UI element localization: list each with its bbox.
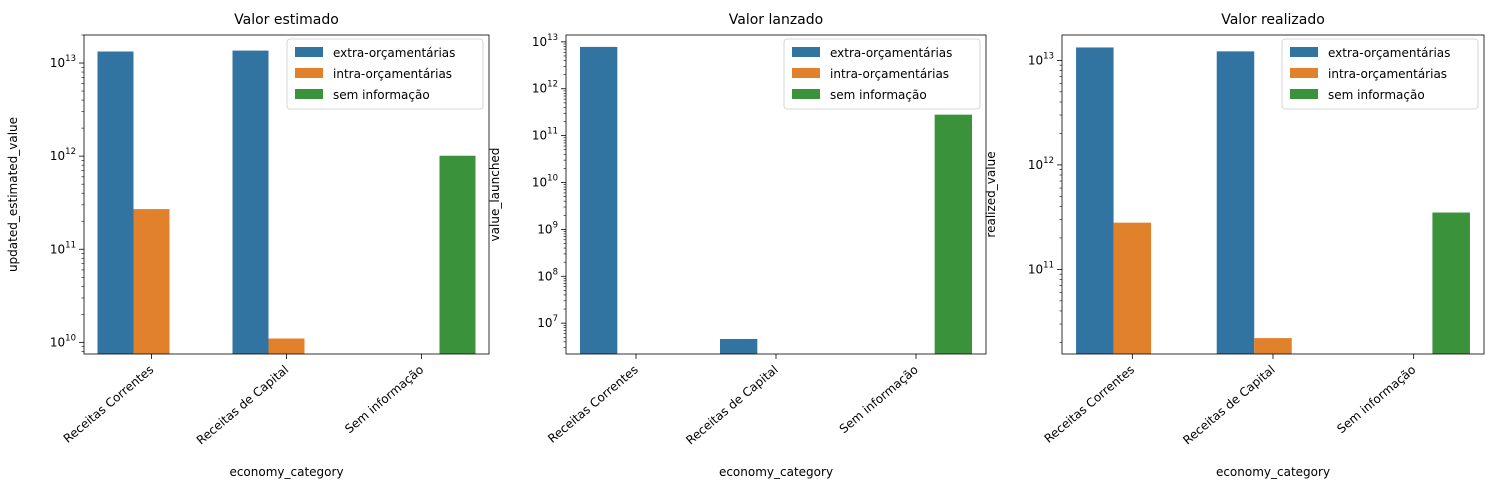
bar-extraoramentrias-0 bbox=[97, 51, 134, 354]
legend-swatch bbox=[792, 89, 820, 99]
y-tick-label: 1013 bbox=[50, 54, 76, 70]
y-tick-label: 1012 bbox=[1028, 156, 1054, 172]
x-tick-label: Sem informação bbox=[837, 362, 921, 436]
legend-label: intra-orçamentárias bbox=[830, 67, 949, 81]
x-tick-label: Sem informação bbox=[342, 362, 426, 436]
legend-label: sem informação bbox=[1328, 88, 1425, 102]
y-tick-label: 109 bbox=[537, 220, 558, 236]
legend-swatch bbox=[295, 89, 323, 99]
legend-label: sem informação bbox=[333, 88, 430, 102]
chart-title: Valor estimado bbox=[234, 12, 339, 28]
bar-extraoramentrias-0 bbox=[1076, 47, 1114, 354]
legend-label: intra-orçamentárias bbox=[1328, 67, 1447, 81]
y-axis-label: value_launched bbox=[488, 148, 502, 242]
chart-panel-valor-realizado: 1011 1012 1013 Receitas Correntes Receitas d… bbox=[984, 12, 1485, 479]
y-tick-label: 1012 bbox=[532, 80, 558, 96]
y-axis-label: realized_value bbox=[984, 151, 998, 237]
x-tick-label: Receitas Correntes bbox=[545, 362, 641, 445]
x-tick-label: Receitas de Capital bbox=[683, 362, 780, 447]
x-tick-label: Receitas Correntes bbox=[1042, 362, 1138, 445]
bar-seminformao-2 bbox=[1432, 212, 1470, 354]
legend-swatch bbox=[1290, 89, 1318, 99]
legend-box bbox=[783, 38, 981, 110]
y-tick-label: 107 bbox=[537, 314, 558, 330]
bar-extraoramentrias-1 bbox=[720, 338, 758, 354]
legend-swatch bbox=[792, 68, 820, 78]
bar-intraoramentrias-0 bbox=[133, 209, 170, 354]
x-tick-label: Receitas de Capital bbox=[194, 362, 291, 447]
y-tick-label: 1012 bbox=[50, 147, 76, 163]
y-axis-label: updated_estimated_value bbox=[6, 117, 20, 272]
y-tick-label: 1011 bbox=[1028, 260, 1054, 276]
x-axis-label: economy_category bbox=[1216, 465, 1330, 479]
y-tick-label: 1010 bbox=[532, 174, 558, 190]
legend-label: extra-orçamentárias bbox=[830, 46, 952, 60]
chart-panel-valor-estimado: 1010 1011 1012 1013 Receitas Correntes Receit… bbox=[6, 12, 490, 479]
chart-title: Valor lanzado bbox=[729, 12, 823, 28]
x-axis-label: economy_category bbox=[229, 465, 343, 479]
x-tick-label: Receitas Correntes bbox=[61, 362, 157, 445]
y-tick-label: 1013 bbox=[532, 33, 558, 49]
legend-box bbox=[286, 38, 484, 110]
bar-seminformao-2 bbox=[934, 114, 972, 355]
bar-intraoramentrias-0 bbox=[1113, 222, 1152, 354]
bar-extraoramentrias-1 bbox=[232, 50, 269, 354]
legend-label: sem informação bbox=[830, 88, 927, 102]
legend-label: extra-orçamentárias bbox=[1328, 46, 1450, 60]
chart-panel-valor-lanzado: 107 108 109 1010 1011 1012 1013 Receitas Corren… bbox=[488, 12, 987, 479]
legend-swatch bbox=[295, 68, 323, 78]
y-tick-label: 1013 bbox=[1028, 51, 1054, 67]
bar-intraoramentrias-1 bbox=[1254, 338, 1292, 354]
bar-extraoramentrias-0 bbox=[580, 46, 618, 354]
legend-swatch bbox=[1290, 47, 1318, 57]
x-tick-label: Sem informação bbox=[1334, 362, 1418, 436]
y-tick-label: 1011 bbox=[532, 127, 558, 143]
chart-title: Valor realizado bbox=[1221, 12, 1325, 28]
bar-intraoramentrias-1 bbox=[268, 338, 305, 354]
x-axis-label: economy_category bbox=[719, 465, 833, 479]
legend-swatch bbox=[792, 47, 820, 57]
legend-swatch bbox=[295, 47, 323, 57]
y-tick-label: 1010 bbox=[50, 333, 76, 349]
y-tick-label: 1011 bbox=[50, 240, 76, 256]
legend-label: intra-orçamentárias bbox=[333, 67, 452, 81]
y-tick-label: 108 bbox=[537, 267, 558, 283]
legend-swatch bbox=[1290, 68, 1318, 78]
bar-seminformao-2 bbox=[439, 155, 476, 354]
legend-box bbox=[1281, 38, 1479, 110]
x-tick-label: Receitas de Capital bbox=[1180, 362, 1277, 447]
bar-extraoramentrias-1 bbox=[1216, 51, 1255, 355]
legend-label: extra-orçamentárias bbox=[333, 46, 455, 60]
